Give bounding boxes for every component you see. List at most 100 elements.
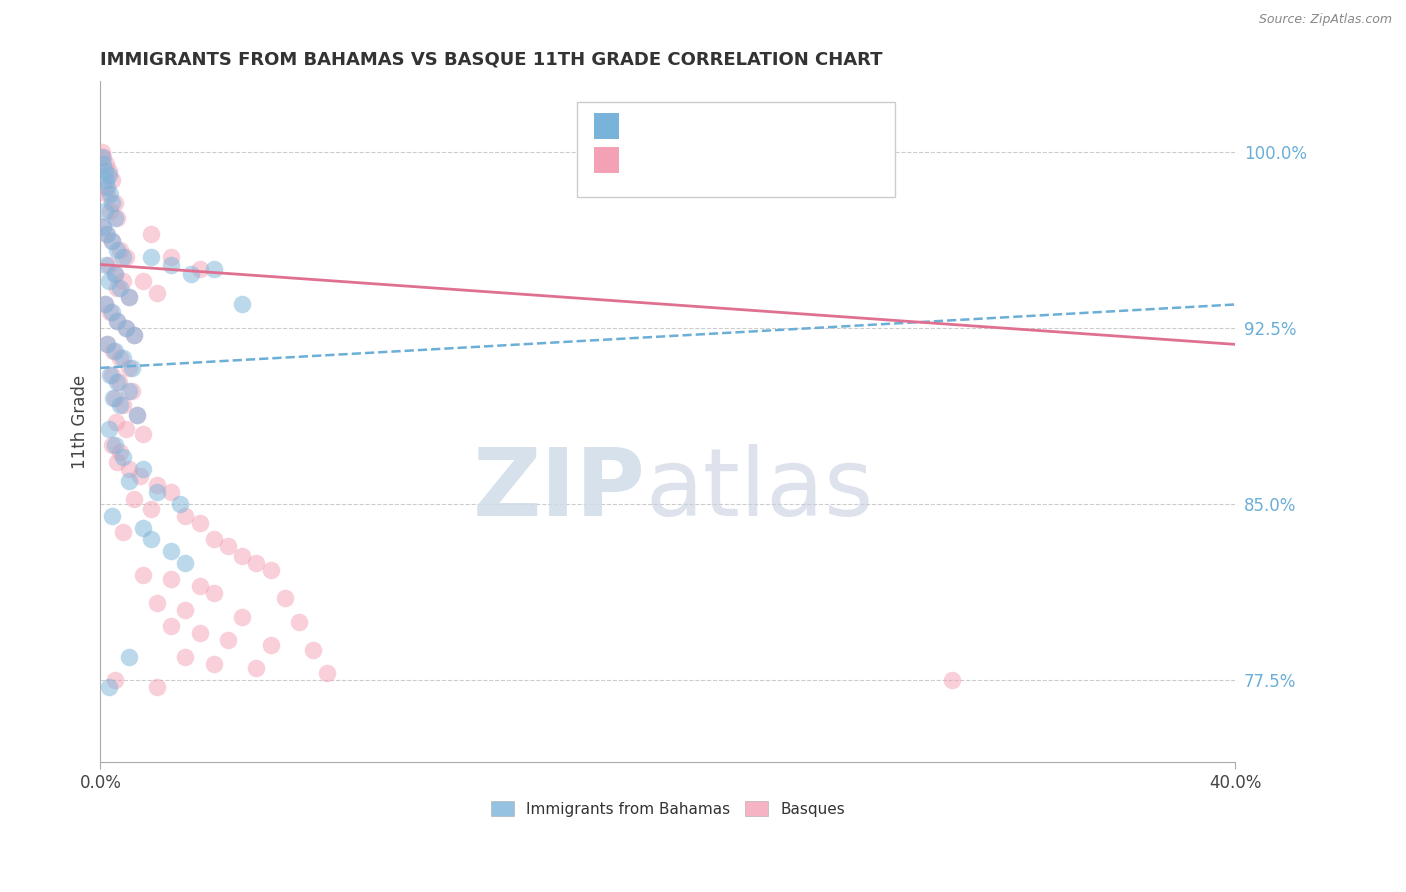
Point [107,375,129,389]
Point [94,227,117,241]
Point [127,408,149,422]
Text: IMMIGRANTS FROM BAHAMAS VS BASQUE 11TH GRADE CORRELATION CHART: IMMIGRANTS FROM BAHAMAS VS BASQUE 11TH G… [100,51,883,69]
Point [103,392,125,406]
Text: 87: 87 [808,151,830,169]
Point [96,180,118,194]
Point [103,267,125,281]
Text: R =: R = [633,117,669,135]
Point [141,533,163,547]
Point [97,422,120,436]
Point [112,274,135,288]
Point [103,344,125,359]
Point [91,219,114,234]
Point [105,281,128,295]
Text: -0.102: -0.102 [676,151,730,169]
Point [141,227,163,241]
Text: Source: ZipAtlas.com: Source: ZipAtlas.com [1258,13,1392,27]
Point [97,163,120,178]
Point [96,337,118,351]
Point [112,450,135,464]
Point [100,438,122,452]
Point [94,173,117,187]
Point [100,234,122,248]
Point [288,615,311,629]
Point [132,274,155,288]
Point [121,384,143,399]
Point [141,251,163,265]
Point [108,445,131,459]
Point [97,258,120,272]
Point [112,525,135,540]
Point [713,163,735,178]
Point [97,169,120,183]
Point [124,328,146,343]
Point [108,281,131,295]
Point [104,415,127,429]
Point [101,344,124,359]
Text: R =: R = [633,151,669,169]
Point [105,375,128,389]
Point [105,314,128,328]
Point [118,360,141,375]
Point [132,567,155,582]
Point [118,462,141,476]
Point [94,258,117,272]
Text: atlas: atlas [645,444,873,536]
Point [202,586,225,600]
Point [302,642,325,657]
Text: 0.034: 0.034 [676,117,723,135]
Point [160,251,183,265]
Point [160,619,183,633]
Text: 54: 54 [794,117,815,135]
Point [90,145,112,159]
Point [169,497,191,511]
Point [188,626,211,640]
Point [91,149,114,163]
Point [231,549,253,563]
Point [657,156,679,170]
Point [91,219,114,234]
Point [202,657,225,671]
Point [98,187,121,202]
Point [174,508,197,523]
Point [98,203,121,218]
Point [100,196,122,211]
Y-axis label: 11th Grade: 11th Grade [72,375,89,469]
Point [180,267,202,281]
Point [146,478,169,492]
Point [98,304,121,318]
Point [103,673,125,688]
Point [101,392,124,406]
Point [93,297,115,311]
Point [132,462,155,476]
Point [103,196,125,211]
Point [160,572,183,586]
Point [97,680,120,694]
Point [124,492,146,507]
Point [93,203,115,218]
Point [245,556,267,570]
Point [93,297,115,311]
Point [100,508,122,523]
Point [146,485,169,500]
Point [146,680,169,694]
Point [146,285,169,300]
Point [118,384,141,399]
Point [100,304,122,318]
Point [118,649,141,664]
Point [103,267,125,281]
Point [202,262,225,277]
Point [259,638,281,652]
Point [112,251,135,265]
Text: ZIP: ZIP [472,444,645,536]
Point [108,399,131,413]
Point [274,591,297,605]
Point [132,426,155,441]
Text: N =: N = [744,151,792,169]
Point [188,262,211,277]
Point [112,351,135,366]
Point [105,314,128,328]
Point [94,156,117,170]
Point [141,501,163,516]
Point [96,187,118,202]
